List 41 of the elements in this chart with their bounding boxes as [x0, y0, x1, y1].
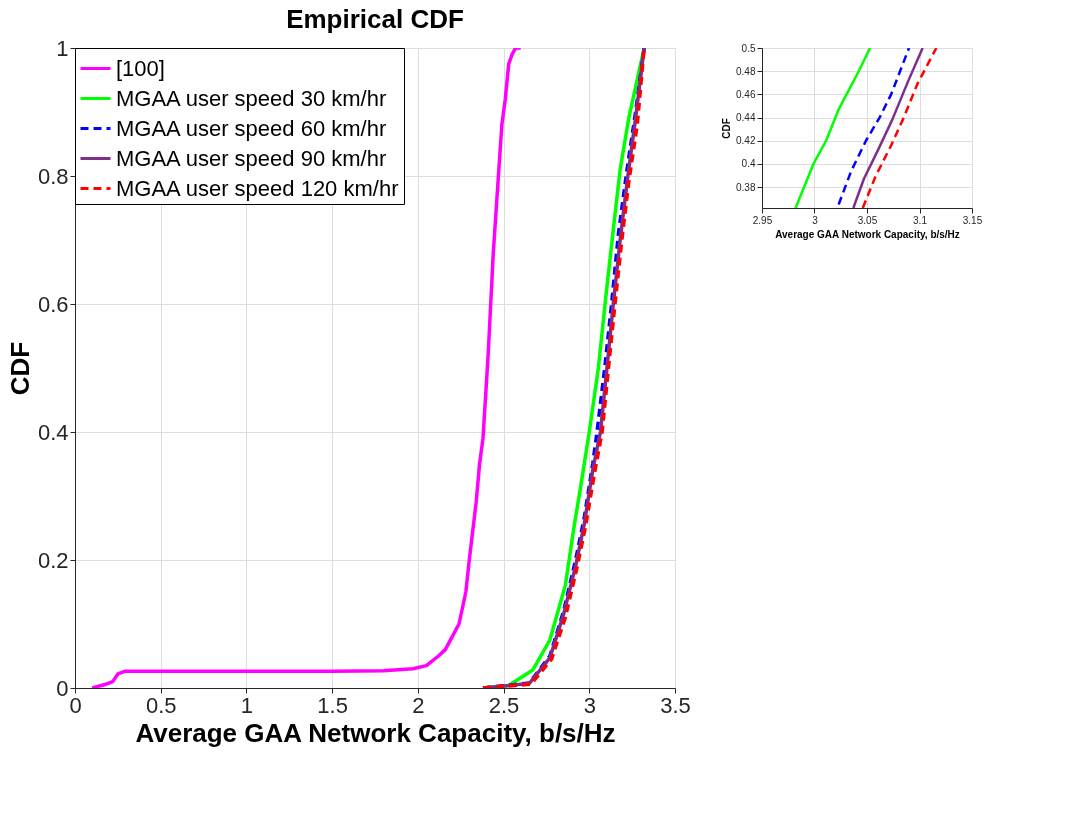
y-tick-label: 0.42 [736, 135, 756, 147]
y-axis-title: CDF [721, 118, 733, 139]
legend-label: MGAA user speed 30 km/hr [116, 85, 387, 111]
chart-title: Empirical CDF [286, 4, 464, 34]
y-tick-label: 0.2 [37, 547, 69, 573]
y-tick-label: 0.38 [736, 181, 756, 193]
x-tick-label: 3 [583, 692, 596, 718]
y-tick-label: 0.4 [37, 419, 69, 445]
x-tick-label: 2 [412, 692, 425, 718]
y-tick-label: 0.6 [37, 291, 69, 317]
x-tick-label: 2.5 [488, 692, 520, 718]
y-tick-label: 0 [56, 675, 69, 701]
y-tick-label: 0.44 [736, 112, 756, 124]
x-tick-label: 3 [812, 214, 819, 226]
x-tick-label: 0.5 [145, 692, 177, 718]
legend-label: MGAA user speed 60 km/hr [116, 115, 387, 141]
line-series [481, 48, 646, 688]
y-tick-label: 1 [56, 35, 69, 61]
x-tick-label: 2.95 [752, 214, 773, 226]
x-tick-label: 3.05 [857, 214, 878, 226]
y-tick-label: 0.8 [37, 163, 69, 189]
y-tick-label: 0.48 [736, 65, 756, 77]
x-tick-label: 3.15 [962, 214, 983, 226]
x-tick-label: 1.5 [317, 692, 348, 718]
y-axis-title: CDF [4, 341, 35, 396]
x-axis-title: Average GAA Network Capacity, b/s/Hz [135, 717, 616, 748]
legend-label: MGAA user speed 120 km/hr [116, 175, 399, 201]
line-series [90, 48, 523, 688]
line-series [852, 48, 924, 208]
legend-label: MGAA user speed 90 km/hr [116, 145, 387, 171]
y-tick-label: 0.4 [741, 158, 756, 170]
line-series [794, 48, 872, 208]
x-tick-label: 1 [240, 692, 254, 718]
x-tick-label: 3.1 [913, 214, 928, 226]
legend-label: [100] [116, 55, 165, 81]
x-axis-title: Average GAA Network Capacity, b/s/Hz [775, 228, 960, 240]
line-series [861, 48, 938, 208]
x-tick-label: 3.5 [660, 692, 691, 718]
line-series [837, 48, 911, 206]
y-tick-label: 0.46 [736, 88, 756, 100]
y-tick-label: 0.5 [741, 42, 756, 54]
